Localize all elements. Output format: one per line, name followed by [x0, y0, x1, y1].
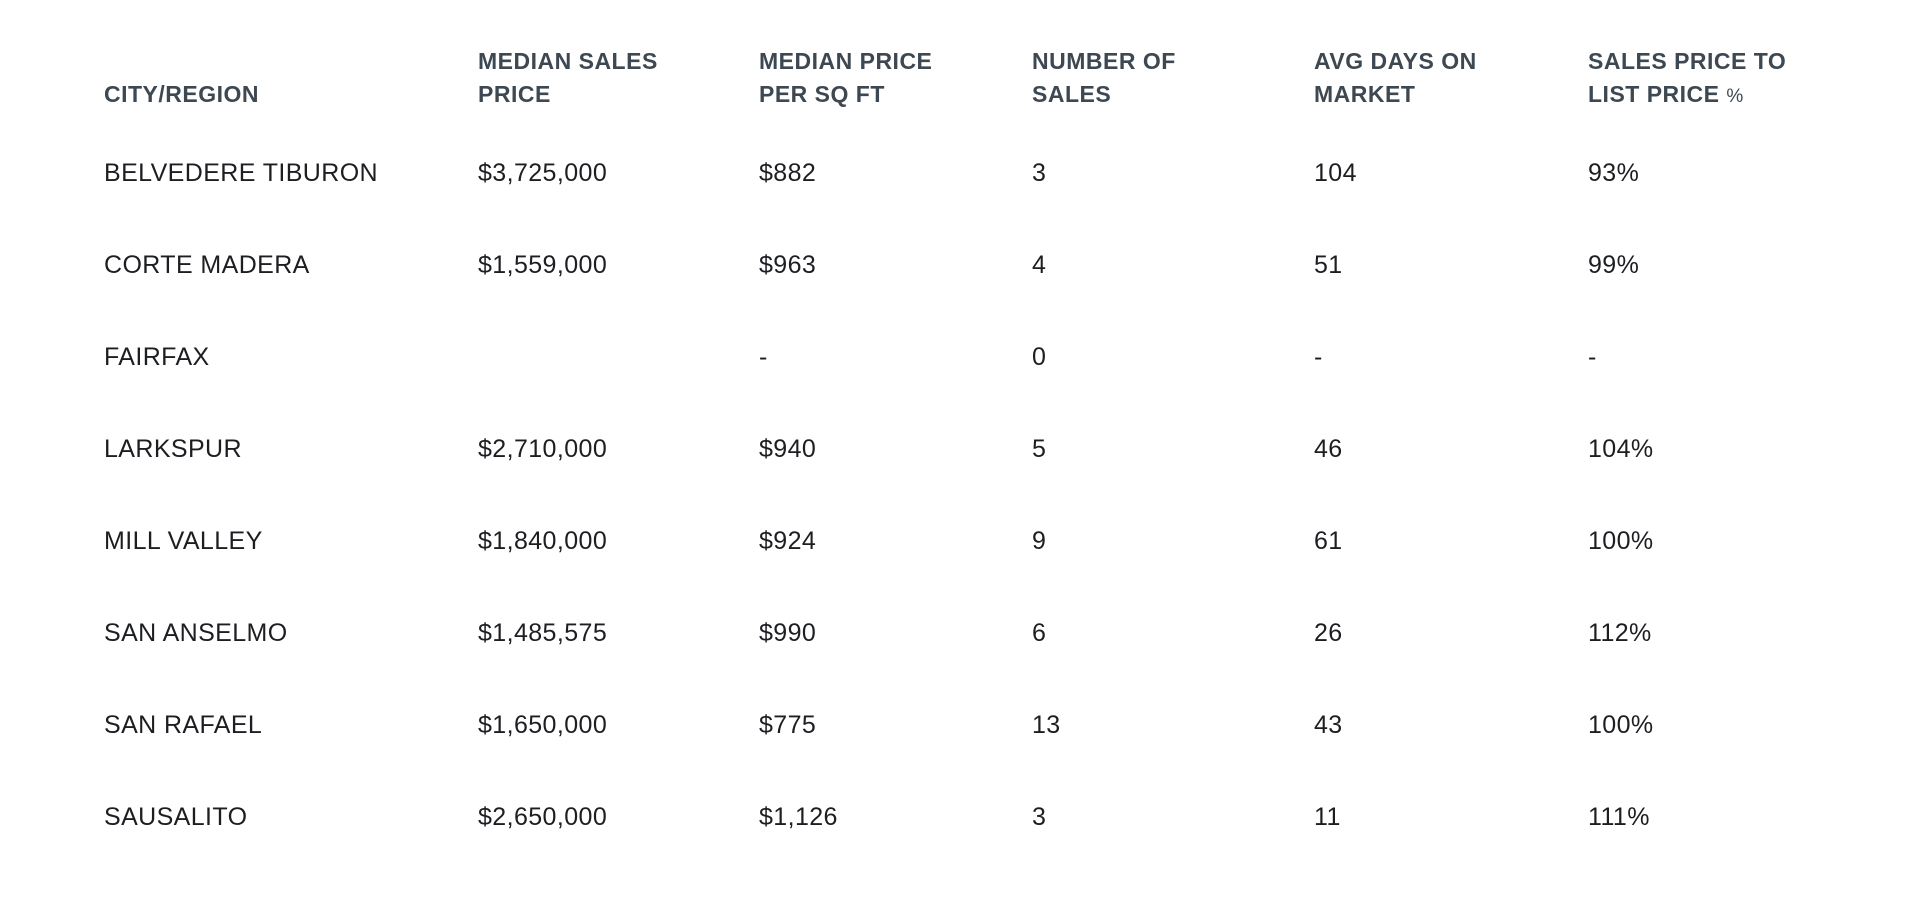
cell-sales-price-to-list-pct: 100% [1588, 711, 1654, 740]
cell-number-of-sales: 4 [1032, 251, 1047, 280]
cell-avg-days-on-market: 46 [1314, 435, 1343, 464]
table-body: BELVEDERE TIBURON $3,725,000 $882 3 104 93% CO… [104, 128, 1890, 864]
cell-median-price-per-sqft: $924 [759, 527, 817, 556]
cell-number-of-sales: 3 [1032, 159, 1047, 188]
table-row: SAUSALITO $2,650,000 $1,126 3 11 111% [104, 772, 1890, 864]
table-row: FAIRFAX - 0 - - [104, 312, 1890, 404]
cell-city: SAN RAFAEL [104, 711, 263, 740]
cell-median-price-per-sqft: $990 [759, 619, 817, 648]
cell-city: CORTE MADERA [104, 251, 310, 280]
cell-median-sales-price: $1,650,000 [478, 711, 608, 740]
cell-number-of-sales: 6 [1032, 619, 1047, 648]
cell-city: MILL VALLEY [104, 527, 263, 556]
table-row: SAN ANSELMO $1,485,575 $990 6 26 112% [104, 588, 1890, 680]
cell-city: SAN ANSELMO [104, 619, 288, 648]
column-header-label: CITY/REGION [104, 81, 260, 108]
table-header-row: CITY/REGION MEDIAN SALES PRICE MEDIAN PR… [104, 45, 1890, 112]
cell-median-sales-price: $1,559,000 [478, 251, 608, 280]
cell-median-price-per-sqft: $775 [759, 711, 817, 740]
cell-avg-days-on-market: - [1314, 343, 1323, 372]
cell-median-sales-price: $3,725,000 [478, 159, 608, 188]
table-row: BELVEDERE TIBURON $3,725,000 $882 3 104 93% [104, 128, 1890, 220]
cell-sales-price-to-list-pct: - [1588, 343, 1597, 372]
cell-avg-days-on-market: 104 [1314, 159, 1357, 188]
cell-median-price-per-sqft: $963 [759, 251, 817, 280]
column-header-label: MEDIAN PRICE PER SQ FT [759, 48, 933, 108]
cell-avg-days-on-market: 11 [1314, 803, 1341, 832]
cell-avg-days-on-market: 61 [1314, 527, 1343, 556]
table-row: CORTE MADERA $1,559,000 $963 4 51 99% [104, 220, 1890, 312]
cell-sales-price-to-list-pct: 111% [1588, 803, 1650, 832]
percent-suffix-label: % [1726, 86, 1744, 108]
column-header-label: MEDIAN SALES PRICE [478, 48, 658, 108]
cell-median-price-per-sqft: $940 [759, 435, 817, 464]
column-header-avg-days-on-market: AVG DAYS ON MARKET [1314, 45, 1522, 112]
column-header-label: NUMBER OF SALES [1032, 48, 1176, 108]
cell-median-sales-price: $2,650,000 [478, 803, 608, 832]
column-header-median-price-per-sqft: MEDIAN PRICE PER SQ FT [759, 45, 967, 112]
cell-median-price-per-sqft: - [759, 343, 768, 372]
cell-sales-price-to-list-pct: 99% [1588, 251, 1640, 280]
cell-number-of-sales: 5 [1032, 435, 1047, 464]
table-row: MILL VALLEY $1,840,000 $924 9 61 100% [104, 496, 1890, 588]
city-sales-stats-table: CITY/REGION MEDIAN SALES PRICE MEDIAN PR… [104, 45, 1890, 864]
column-header-sales-price-to-list-price: SALES PRICE TO LIST PRICE % [1588, 45, 1796, 112]
cell-number-of-sales: 0 [1032, 343, 1047, 372]
cell-city: LARKSPUR [104, 435, 242, 464]
cell-city: SAUSALITO [104, 803, 248, 832]
cell-sales-price-to-list-pct: 100% [1588, 527, 1654, 556]
cell-median-sales-price: $2,710,000 [478, 435, 608, 464]
cell-number-of-sales: 3 [1032, 803, 1047, 832]
cell-sales-price-to-list-pct: 112% [1588, 619, 1652, 648]
cell-avg-days-on-market: 43 [1314, 711, 1343, 740]
column-header-label: AVG DAYS ON MARKET [1314, 48, 1477, 108]
cell-avg-days-on-market: 51 [1314, 251, 1343, 280]
cell-avg-days-on-market: 26 [1314, 619, 1343, 648]
table-row: LARKSPUR $2,710,000 $940 5 46 104% [104, 404, 1890, 496]
cell-sales-price-to-list-pct: 104% [1588, 435, 1654, 464]
cell-sales-price-to-list-pct: 93% [1588, 159, 1640, 188]
cell-city: FAIRFAX [104, 343, 210, 372]
cell-median-sales-price: $1,485,575 [478, 619, 608, 648]
column-header-label: SALES PRICE TO LIST PRICE [1588, 48, 1787, 108]
cell-median-price-per-sqft: $882 [759, 159, 817, 188]
cell-number-of-sales: 13 [1032, 711, 1061, 740]
column-header-number-of-sales: NUMBER OF SALES [1032, 45, 1240, 112]
cell-median-price-per-sqft: $1,126 [759, 803, 838, 832]
cell-median-sales-price: $1,840,000 [478, 527, 608, 556]
column-header-city-region: CITY/REGION [104, 78, 312, 111]
cell-city: BELVEDERE TIBURON [104, 159, 378, 188]
cell-number-of-sales: 9 [1032, 527, 1047, 556]
table-row: SAN RAFAEL $1,650,000 $775 13 43 100% [104, 680, 1890, 772]
column-header-median-sales-price: MEDIAN SALES PRICE [478, 45, 686, 112]
